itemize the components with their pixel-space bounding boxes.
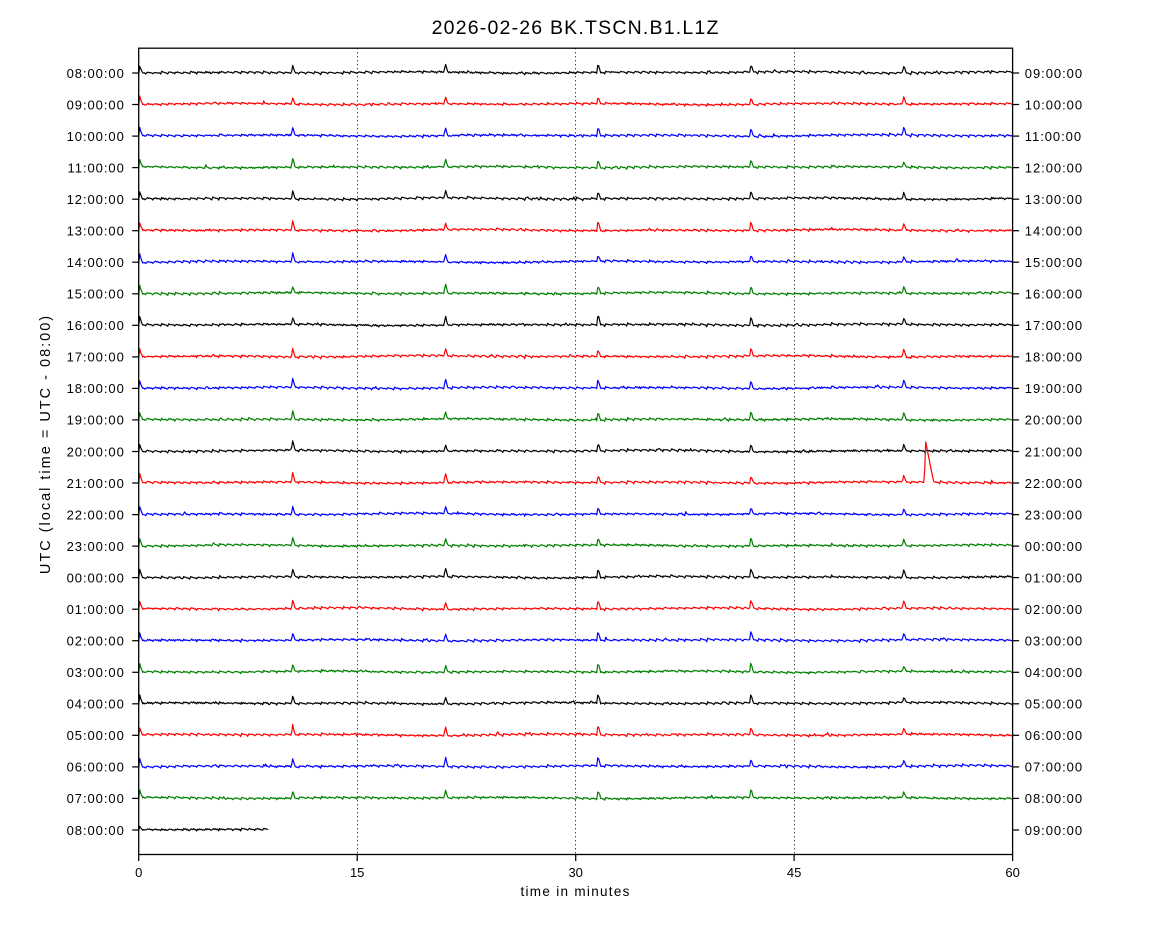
svg-text:18:00:00: 18:00:00 xyxy=(67,381,125,396)
svg-text:12:00:00: 12:00:00 xyxy=(1025,160,1083,175)
svg-text:02:00:00: 02:00:00 xyxy=(67,634,125,649)
svg-text:05:00:00: 05:00:00 xyxy=(67,728,125,743)
svg-text:02:00:00: 02:00:00 xyxy=(1025,602,1083,617)
svg-text:13:00:00: 13:00:00 xyxy=(67,224,125,239)
svg-text:15: 15 xyxy=(350,865,364,880)
svg-text:0: 0 xyxy=(135,865,142,880)
svg-text:08:00:00: 08:00:00 xyxy=(67,66,125,81)
svg-text:06:00:00: 06:00:00 xyxy=(67,760,125,775)
svg-text:time in minutes: time in minutes xyxy=(520,884,630,899)
svg-text:45: 45 xyxy=(787,865,801,880)
svg-text:15:00:00: 15:00:00 xyxy=(1025,255,1083,270)
svg-text:03:00:00: 03:00:00 xyxy=(1025,634,1083,649)
svg-text:20:00:00: 20:00:00 xyxy=(67,444,125,459)
svg-text:UTC (local time = UTC - 08:00): UTC (local time = UTC - 08:00) xyxy=(38,314,54,574)
svg-text:2026-02-26 BK.TSCN.B1.L1Z: 2026-02-26 BK.TSCN.B1.L1Z xyxy=(432,17,720,39)
svg-text:17:00:00: 17:00:00 xyxy=(1025,318,1083,333)
svg-text:19:00:00: 19:00:00 xyxy=(67,413,125,428)
svg-text:00:00:00: 00:00:00 xyxy=(67,570,125,585)
svg-text:00:00:00: 00:00:00 xyxy=(1025,539,1083,554)
svg-text:09:00:00: 09:00:00 xyxy=(1025,823,1083,838)
svg-text:08:00:00: 08:00:00 xyxy=(67,823,125,838)
svg-text:21:00:00: 21:00:00 xyxy=(67,476,125,491)
svg-text:19:00:00: 19:00:00 xyxy=(1025,381,1083,396)
svg-text:13:00:00: 13:00:00 xyxy=(1025,192,1083,207)
svg-text:05:00:00: 05:00:00 xyxy=(1025,697,1083,712)
svg-text:60: 60 xyxy=(1005,865,1019,880)
svg-text:11:00:00: 11:00:00 xyxy=(68,160,125,175)
svg-text:01:00:00: 01:00:00 xyxy=(1025,570,1083,585)
svg-text:11:00:00: 11:00:00 xyxy=(1025,129,1082,144)
svg-text:10:00:00: 10:00:00 xyxy=(67,129,125,144)
svg-text:30: 30 xyxy=(568,865,582,880)
svg-text:18:00:00: 18:00:00 xyxy=(1025,350,1083,365)
svg-text:15:00:00: 15:00:00 xyxy=(67,287,125,302)
svg-text:09:00:00: 09:00:00 xyxy=(67,97,125,112)
svg-text:20:00:00: 20:00:00 xyxy=(1025,413,1083,428)
svg-text:04:00:00: 04:00:00 xyxy=(67,697,125,712)
svg-text:09:00:00: 09:00:00 xyxy=(1025,66,1083,81)
svg-text:07:00:00: 07:00:00 xyxy=(1025,760,1083,775)
svg-text:14:00:00: 14:00:00 xyxy=(67,255,125,270)
svg-text:23:00:00: 23:00:00 xyxy=(1025,507,1083,522)
svg-text:04:00:00: 04:00:00 xyxy=(1025,665,1083,680)
svg-text:16:00:00: 16:00:00 xyxy=(67,318,125,333)
svg-text:22:00:00: 22:00:00 xyxy=(1025,476,1083,491)
svg-text:07:00:00: 07:00:00 xyxy=(67,791,125,806)
svg-text:06:00:00: 06:00:00 xyxy=(1025,728,1083,743)
svg-text:12:00:00: 12:00:00 xyxy=(67,192,125,207)
svg-text:21:00:00: 21:00:00 xyxy=(1025,444,1083,459)
svg-text:23:00:00: 23:00:00 xyxy=(67,539,125,554)
svg-text:14:00:00: 14:00:00 xyxy=(1025,224,1083,239)
svg-text:10:00:00: 10:00:00 xyxy=(1025,97,1083,112)
svg-text:03:00:00: 03:00:00 xyxy=(67,665,125,680)
svg-text:01:00:00: 01:00:00 xyxy=(67,602,125,617)
svg-text:17:00:00: 17:00:00 xyxy=(67,350,125,365)
svg-text:22:00:00: 22:00:00 xyxy=(67,507,125,522)
svg-text:16:00:00: 16:00:00 xyxy=(1025,287,1083,302)
svg-text:08:00:00: 08:00:00 xyxy=(1025,791,1083,806)
